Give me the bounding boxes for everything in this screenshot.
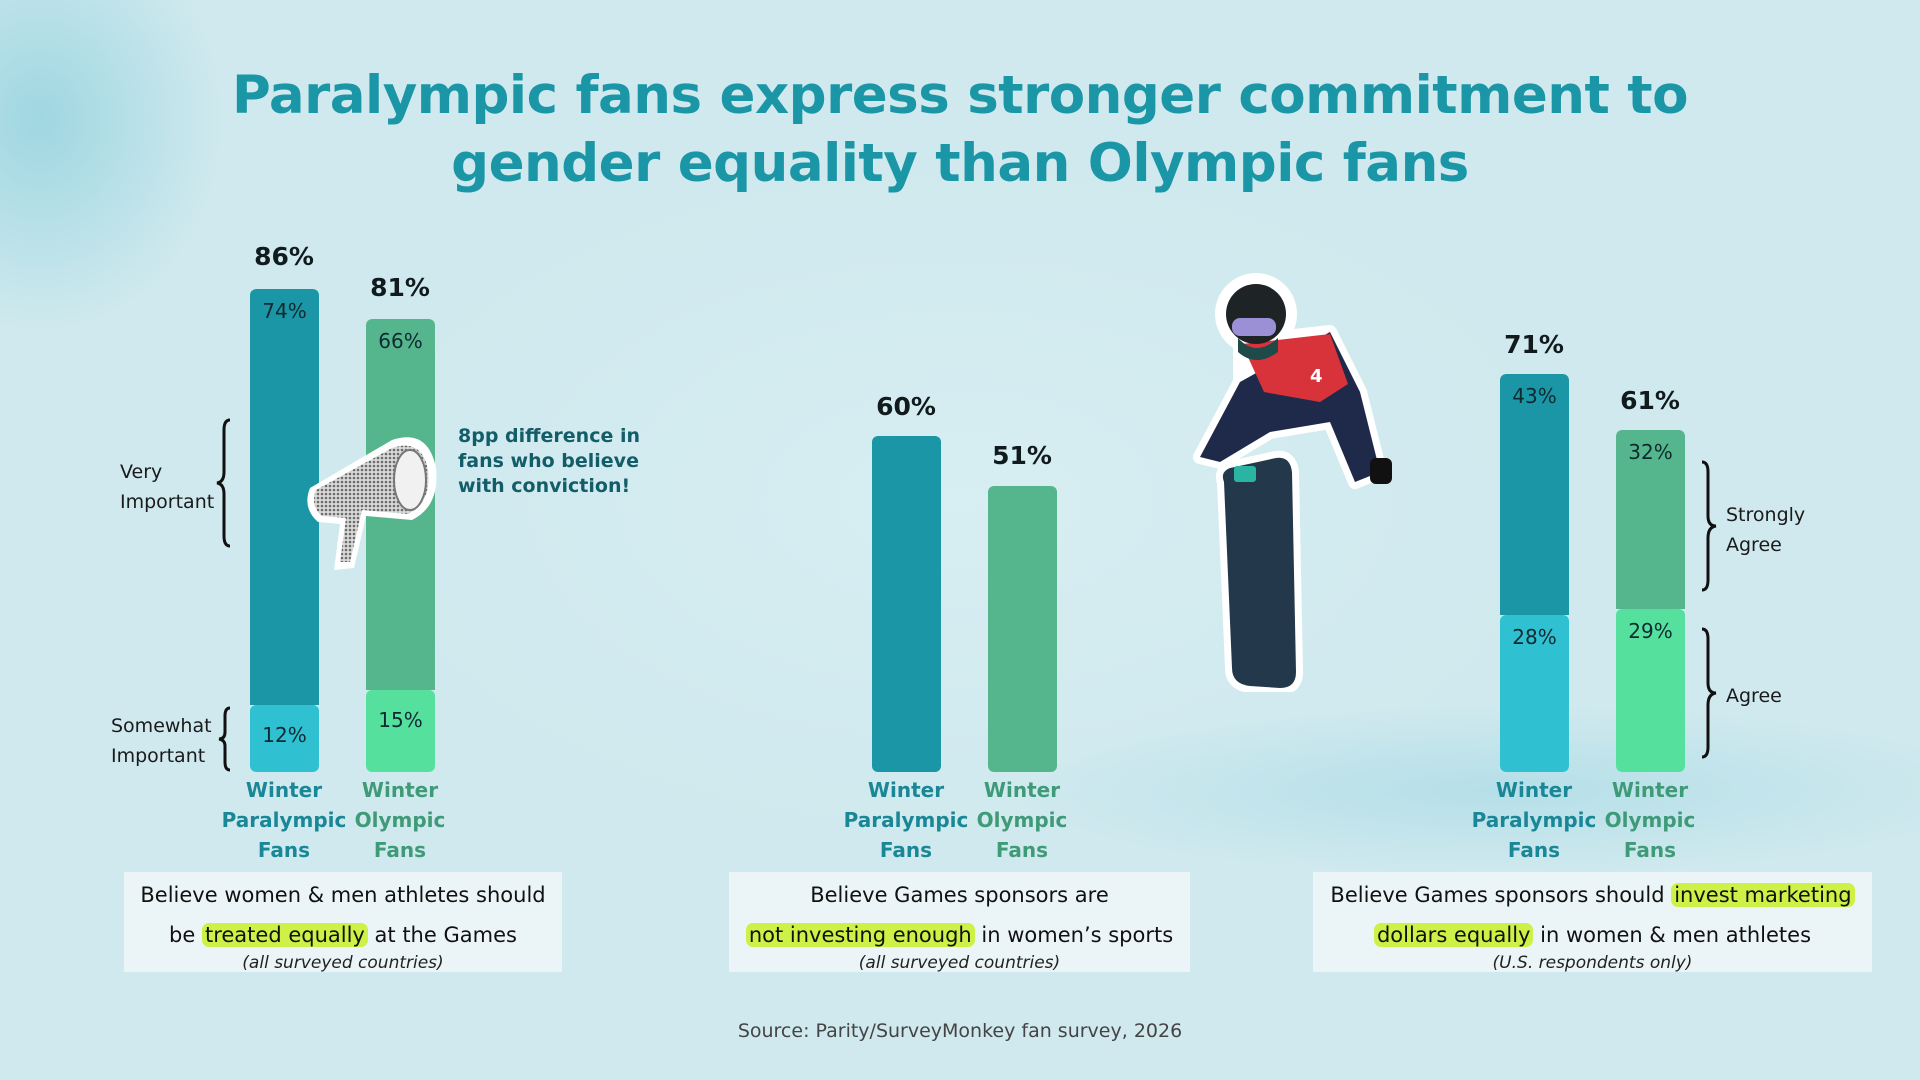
segment-label: 43%	[1512, 384, 1557, 408]
page-title: Paralympic fans express stronger commitm…	[0, 62, 1920, 198]
x-label-paralympic: Winter Paralympic Fans	[843, 778, 969, 862]
bar-paralympic: 43% 28%	[1500, 374, 1569, 772]
svg-text:4: 4	[1310, 366, 1323, 387]
brace-icon	[1701, 460, 1717, 592]
total-label-olympic: 61%	[1620, 386, 1680, 415]
brace-icon	[216, 418, 231, 548]
callout-8pp-difference: 8pp difference in fans who believe with …	[458, 425, 641, 497]
caption-treated-equally: Believe women & men athletes should be t…	[124, 872, 562, 973]
segment-label: 15%	[378, 708, 423, 732]
source-note: Source: Parity/SurveyMonkey fan survey, …	[737, 1020, 1183, 1042]
bar-paralympic	[872, 436, 941, 772]
brace-icon	[1701, 627, 1717, 759]
total-label-paralympic: 86%	[254, 242, 314, 271]
segment-strongly-agree: 43%	[1500, 374, 1569, 615]
segment-label: 32%	[1628, 440, 1673, 464]
megaphone-icon	[307, 437, 437, 570]
caption-invest-marketing-equally: Believe Games sponsors should invest mar…	[1313, 872, 1872, 973]
segment-strongly-agree: 32%	[1616, 430, 1685, 609]
snowboarder-photo: 4	[1193, 273, 1392, 692]
legend-strongly-agree: Strongly Agree	[1726, 504, 1806, 556]
segment-agree: 28%	[1500, 615, 1569, 772]
x-label-olympic: Winter Olympic Fans	[1604, 778, 1696, 862]
bar-paralympic: 74% 12%	[250, 289, 319, 772]
x-label-paralympic: Winter Paralympic Fans	[1471, 778, 1597, 862]
x-label-olympic: Winter Olympic Fans	[976, 778, 1068, 862]
title-line-1: Paralympic fans express stronger commitm…	[231, 65, 1689, 126]
total-label-paralympic: 60%	[876, 392, 936, 421]
highlight: invest marketing	[1671, 883, 1855, 907]
brace-icon	[218, 706, 231, 772]
segment-label: 12%	[262, 723, 307, 747]
highlight: dollars equally	[1373, 923, 1534, 947]
highlight: treated equally	[201, 923, 368, 947]
segment-very-important: 74%	[250, 289, 319, 705]
caption-not-investing-enough: Believe Games sponsors are not investing…	[729, 872, 1190, 973]
bar-olympic: 32% 29%	[1616, 430, 1685, 772]
total-label-olympic: 51%	[992, 441, 1052, 470]
total-label-olympic: 81%	[370, 273, 430, 302]
x-label-paralympic: Winter Paralympic Fans	[221, 778, 347, 862]
bar-olympic	[988, 486, 1057, 772]
segment-label: 66%	[378, 329, 423, 353]
total-label-paralympic: 71%	[1504, 330, 1564, 359]
legend-very-important: Very Important	[120, 461, 215, 513]
segment-somewhat-important: 12%	[250, 705, 319, 772]
segment-label: 28%	[1512, 625, 1557, 649]
legend-somewhat-important: Somewhat Important	[111, 715, 212, 767]
title-line-2: gender equality than Olympic fans	[451, 133, 1469, 194]
segment-somewhat-important: 15%	[366, 690, 435, 772]
segment-label: 29%	[1628, 619, 1673, 643]
x-label-olympic: Winter Olympic Fans	[354, 778, 446, 862]
legend-agree: Agree	[1726, 685, 1782, 707]
segment-label: 74%	[262, 299, 307, 323]
highlight: not investing enough	[745, 923, 975, 947]
segment-agree: 29%	[1616, 609, 1685, 772]
